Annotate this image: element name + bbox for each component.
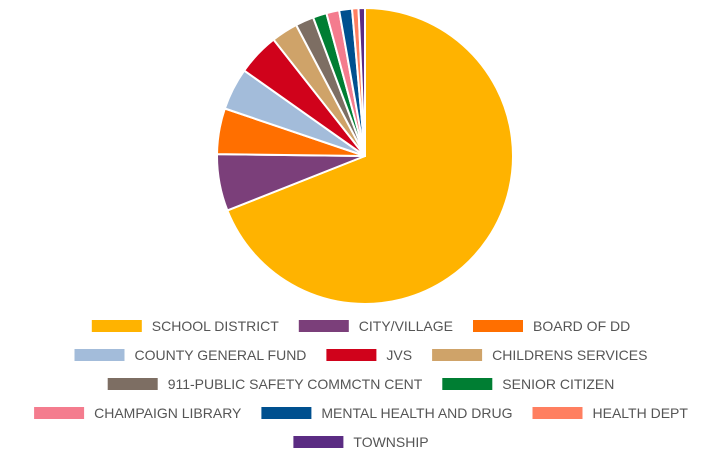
legend-item-city-village[interactable]: CITY/VILLAGE — [298, 318, 453, 334]
legend-swatch — [432, 349, 483, 361]
legend-label: SENIOR CITIZEN — [502, 376, 614, 392]
legend-item-911-public-safety-commctn-cent[interactable]: 911-PUBLIC SAFETY COMMCTN CENT — [107, 376, 423, 392]
legend: SCHOOL DISTRICT CITY/VILLAGE BOARD OF DD CO… — [34, 318, 688, 450]
legend-swatch — [473, 320, 523, 332]
legend-item-senior-citizen[interactable]: SENIOR CITIZEN — [442, 376, 614, 392]
legend-item-health-dept[interactable]: HEALTH DEPT — [532, 405, 689, 421]
legend-label: TOWNSHIP — [353, 434, 428, 450]
legend-label: CHAMPAIGN LIBRARY — [94, 405, 242, 421]
legend-swatch — [532, 407, 583, 419]
legend-swatch — [326, 349, 377, 361]
legend-item-board-of-dd[interactable]: BOARD OF DD — [473, 318, 630, 334]
pie-slice-township[interactable] — [357, 6, 366, 157]
legend-swatch — [293, 436, 344, 448]
legend-label: HEALTH DEPT — [593, 405, 689, 421]
legend-label: SCHOOL DISTRICT — [152, 318, 279, 334]
legend-label: JVS — [386, 347, 412, 363]
legend-swatch — [261, 407, 312, 419]
legend-swatch — [91, 320, 142, 332]
legend-label: COUNTY GENERAL FUND — [135, 347, 307, 363]
pie-slices — [216, 6, 514, 305]
legend-item-township[interactable]: TOWNSHIP — [293, 434, 429, 450]
legend-label: 911-PUBLIC SAFETY COMMCTN CENT — [168, 376, 423, 392]
legend-swatch — [34, 407, 85, 419]
legend-swatch — [442, 378, 493, 390]
legend-label: MENTAL HEALTH AND DRUG — [321, 405, 512, 421]
legend-item-mental-health-and-drug[interactable]: MENTAL HEALTH AND DRUG — [261, 405, 513, 421]
legend-label: CITY/VILLAGE — [359, 318, 453, 334]
legend-swatch — [74, 349, 125, 361]
legend-item-champaign-library[interactable]: CHAMPAIGN LIBRARY — [34, 405, 242, 421]
legend-swatch — [298, 320, 349, 332]
legend-label: CHILDRENS SERVICES — [492, 347, 647, 363]
legend-label: BOARD OF DD — [533, 318, 630, 334]
legend-item-school-district[interactable]: SCHOOL DISTRICT — [91, 318, 279, 334]
legend-item-childrens-services[interactable]: CHILDRENS SERVICES — [432, 347, 647, 363]
legend-item-jvs[interactable]: JVS — [326, 347, 412, 363]
legend-item-county-general-fund[interactable]: COUNTY GENERAL FUND — [74, 347, 307, 363]
legend-swatch — [107, 378, 158, 390]
pie-slice-school-district[interactable] — [226, 7, 514, 305]
